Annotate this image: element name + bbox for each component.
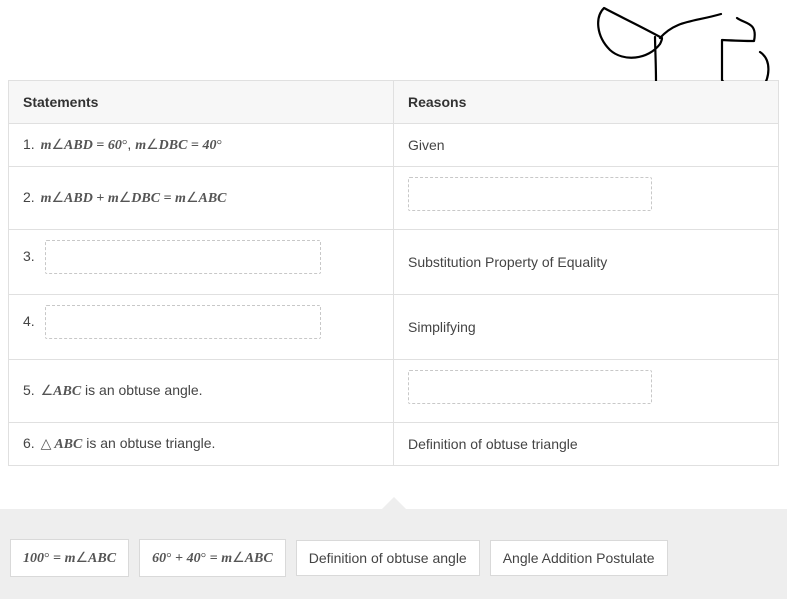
reason-cell: Definition of obtuse triangle [394, 423, 779, 466]
reason-cell [394, 167, 779, 230]
table-row: 5. ∠ABC is an obtuse angle. [9, 360, 779, 423]
reason-cell: Substitution Property of Equality [394, 230, 779, 295]
row-number: 2. [23, 189, 39, 205]
row-number: 6. [23, 435, 39, 451]
reason-text: Definition of obtuse triangle [408, 436, 578, 452]
proof-table: Statements Reasons 1. m∠ABD = 60°, m∠DBC… [8, 80, 779, 466]
reason-dropzone[interactable] [408, 370, 652, 404]
answer-tray: 100° = m∠ABC 60° + 40° = m∠ABC Definition … [0, 509, 787, 599]
statement-text: m∠ABD + m∠DBC = m∠ABC [41, 189, 227, 205]
table-row: 6. △ ABC is an obtuse triangle. Definitio… [9, 423, 779, 466]
row-number: 1. [23, 136, 39, 152]
statement-text: m∠ABD = 60°, m∠DBC = 40° [41, 136, 222, 152]
statement-cell: 1. m∠ABD = 60°, m∠DBC = 40° [9, 124, 394, 167]
answer-chip[interactable]: 100° = m∠ABC [10, 539, 129, 577]
statement-cell: 3. [9, 230, 394, 295]
reason-text: Simplifying [408, 319, 476, 335]
reason-dropzone[interactable] [408, 177, 652, 211]
row-number: 3. [23, 248, 39, 264]
statement-text: △ ABC is an obtuse triangle. [41, 435, 216, 451]
answer-chip[interactable]: Definition of obtuse angle [296, 540, 480, 576]
statement-cell: 5. ∠ABC is an obtuse angle. [9, 360, 394, 423]
header-statements: Statements [9, 81, 394, 124]
answer-chip[interactable]: 60° + 40° = m∠ABC [139, 539, 286, 577]
reason-cell: Simplifying [394, 295, 779, 360]
statement-dropzone[interactable] [45, 305, 321, 339]
table-row: 1. m∠ABD = 60°, m∠DBC = 40° Given [9, 124, 779, 167]
row-number: 4. [23, 313, 39, 329]
table-row: 3. Substitution Property of Equality [9, 230, 779, 295]
reason-cell: Given [394, 124, 779, 167]
statement-dropzone[interactable] [45, 240, 321, 274]
header-reasons: Reasons [394, 81, 779, 124]
table-row: 4. Simplifying [9, 295, 779, 360]
statement-cell: 6. △ ABC is an obtuse triangle. [9, 423, 394, 466]
statement-cell: 4. [9, 295, 394, 360]
statement-cell: 2. m∠ABD + m∠DBC = m∠ABC [9, 167, 394, 230]
statement-text: ∠ABC is an obtuse angle. [41, 382, 203, 398]
answer-chip[interactable]: Angle Addition Postulate [490, 540, 668, 576]
reason-cell [394, 360, 779, 423]
reason-text: Substitution Property of Equality [408, 254, 607, 270]
table-row: 2. m∠ABD + m∠DBC = m∠ABC [9, 167, 779, 230]
reason-text: Given [408, 137, 445, 153]
row-number: 5. [23, 382, 39, 398]
